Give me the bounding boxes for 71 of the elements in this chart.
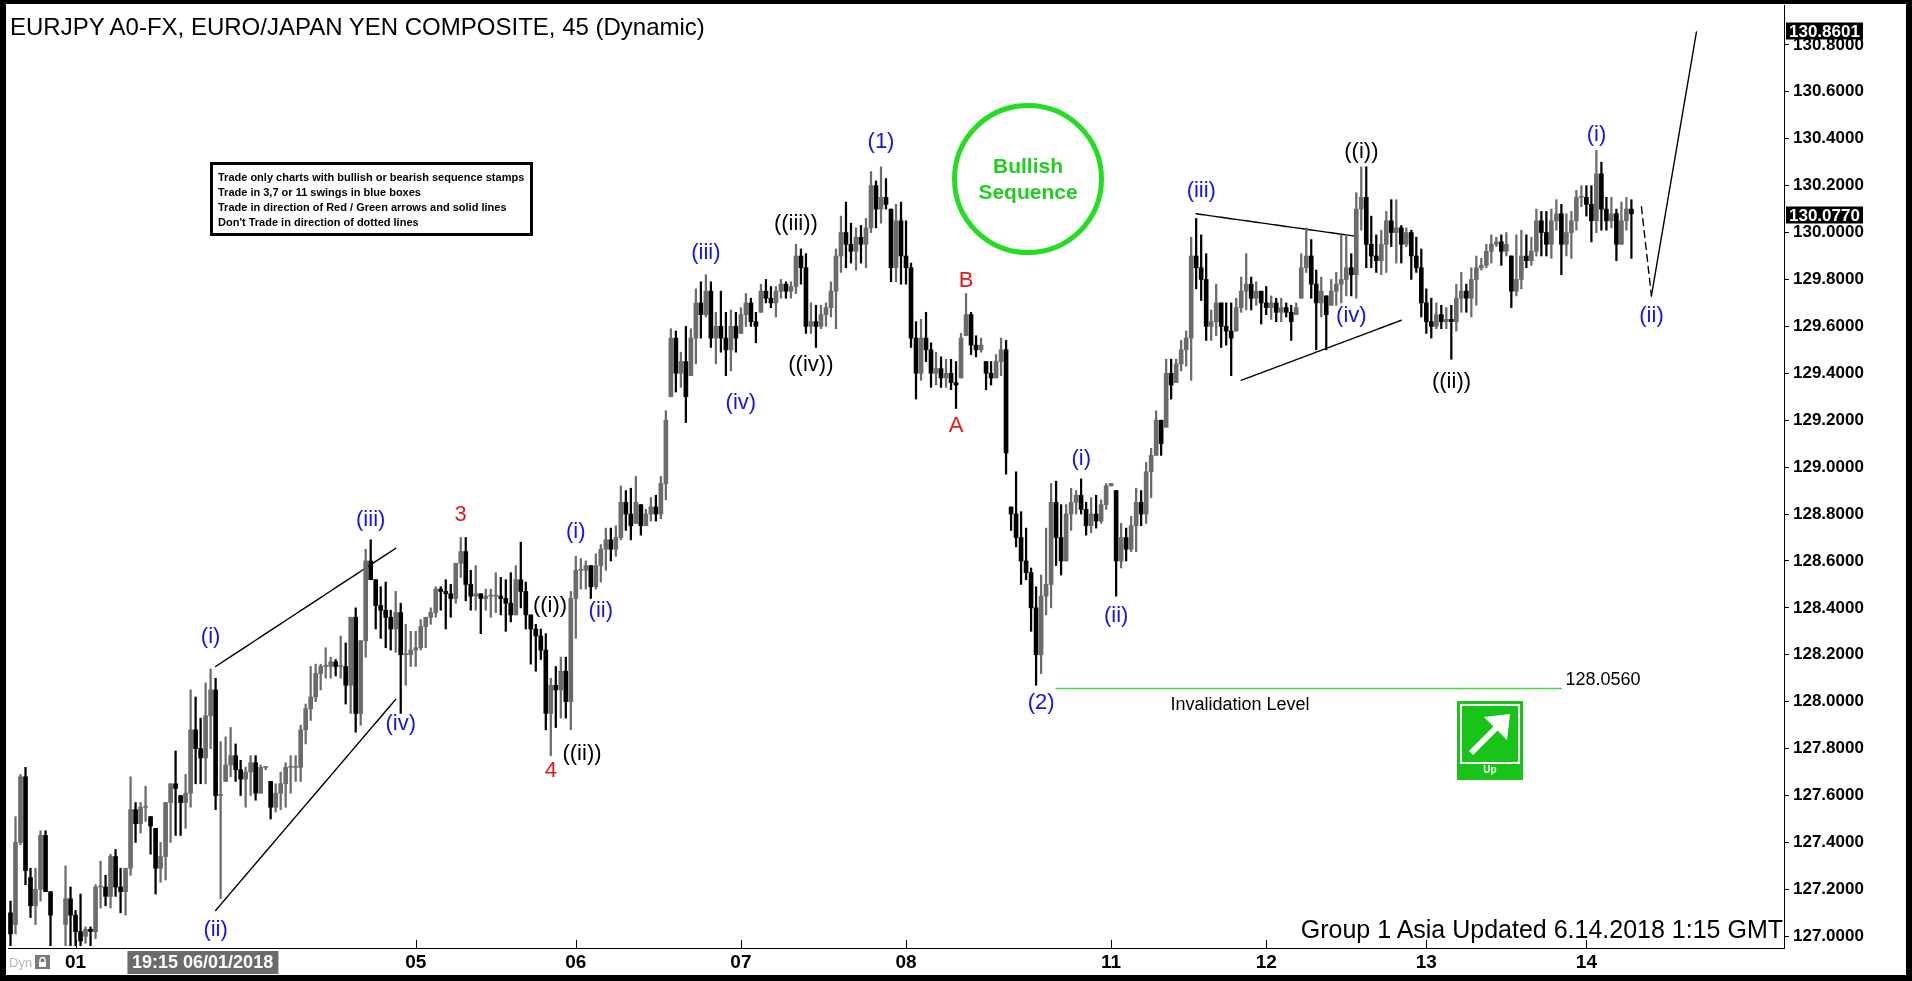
x-tick-label: 08 (895, 950, 917, 972)
annotation: (iii) (1186, 177, 1216, 202)
x-tick-label: 14 (1575, 950, 1598, 972)
y-tick-label: 128.2000 (1793, 644, 1864, 664)
annotation: Group 1 Asia Updated 6.14.2018 1:15 GMT (1300, 915, 1783, 943)
x-tick-label: 11 (1101, 950, 1122, 972)
annotation: (iv) (1336, 302, 1367, 327)
y-tick-label: 130.2000 (1793, 175, 1864, 195)
annotation: (iii) (356, 506, 386, 531)
annotation: ((i)) (532, 592, 568, 617)
annotation: Up (1482, 764, 1498, 776)
y-tick-label: 129.4000 (1793, 362, 1864, 382)
y-tick-label: 129.0000 (1793, 456, 1864, 476)
annotation: Invalidation Level (1170, 694, 1310, 714)
annotation: Don't Trade in direction of dotted lines (218, 215, 420, 230)
y-tick-label: 129.2000 (1793, 409, 1864, 429)
y-tick-label: 130.4000 (1793, 128, 1864, 148)
annotation: 3 (454, 501, 467, 526)
annotation: ((iv)) (788, 351, 834, 376)
x-tick-label: 07 (730, 950, 752, 972)
annotation: A (948, 412, 964, 437)
annotation: Trade in direction of Red / Green arrows and solid lines (218, 200, 508, 215)
annotation: (iii) (691, 239, 721, 264)
annotation: (2) (1027, 689, 1055, 714)
annotation: (i) (1586, 121, 1607, 146)
annotation: (ii) (1639, 302, 1664, 327)
candlestick (1609, 197, 1614, 229)
annotation: 4 (544, 757, 557, 782)
candlestick (103, 874, 108, 907)
annotation: Trade only charts with bullish or bearish sequence stamps (218, 170, 525, 185)
annotation: (iv) (385, 710, 416, 735)
annotation: B (958, 267, 974, 292)
y-tick-label: 130.6000 (1793, 81, 1864, 101)
annotation: (i) (200, 623, 221, 648)
annotation: ((iii)) (773, 210, 818, 235)
y-tick-label: 127.8000 (1793, 738, 1864, 758)
annotation: (ii) (203, 916, 228, 941)
annotation: (i) (1071, 445, 1091, 470)
x-tick-label: 12 (1255, 950, 1277, 972)
x-tick-label: 06 (565, 950, 587, 972)
annotation: ((ii)) (562, 740, 602, 765)
annotation: (i) (566, 518, 586, 543)
annotation: Trade in 3,7 or 11 swings in blue boxes (218, 185, 422, 200)
y-tick-label: 127.0000 (1793, 925, 1864, 945)
candlestick (1629, 199, 1634, 259)
annotation: 128.0560 (1565, 669, 1641, 689)
annotation: ((i)) (1344, 138, 1379, 163)
text: 19:15 06/01/2018 (127, 951, 279, 974)
chart-title: EURJPY A0-FX, EURO/JAPAN YEN COMPOSITE, 45 (Dynamic) (10, 13, 705, 41)
y-tick-label: 128.6000 (1793, 550, 1864, 570)
candlestick (88, 926, 93, 946)
y-tick-label: 128.8000 (1793, 503, 1864, 523)
y-tick-label: 128.0000 (1793, 691, 1864, 711)
x-tick-label: 01 (64, 950, 87, 972)
x-tick-label: 13 (1415, 950, 1437, 972)
annotation: (1) (867, 128, 895, 153)
y-tick-label: 128.4000 (1793, 597, 1864, 617)
annotation: (ii) (588, 597, 614, 622)
text: Dyn (9, 955, 33, 970)
annotation: (iv) (725, 389, 757, 414)
y-tick-label: 127.6000 (1793, 785, 1864, 805)
annotation: Bullish Sequence (977, 153, 1079, 205)
y-tick-label: 129.8000 (1793, 269, 1864, 289)
y-tick-label: 127.4000 (1793, 832, 1864, 852)
y-tick-label: 127.2000 (1793, 879, 1864, 899)
y-tick-label: 130.0000 (1793, 222, 1864, 242)
text: 130.0770 (1786, 205, 1863, 224)
x-tick-label: 05 (405, 950, 427, 972)
y-tick-label: 129.6000 (1793, 316, 1864, 336)
annotation: (ii) (1103, 602, 1129, 627)
annotation: ((ii)) (1431, 368, 1472, 393)
